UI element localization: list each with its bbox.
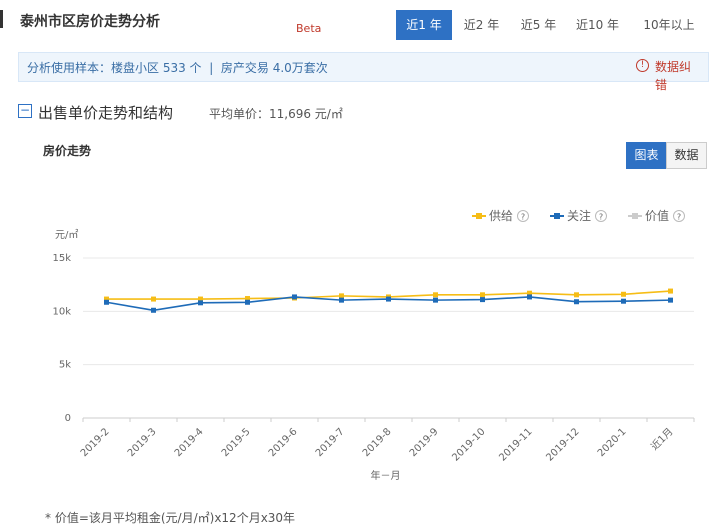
data-point	[668, 297, 673, 303]
x-tick-label: 2019-12	[544, 426, 581, 463]
data-point	[104, 296, 109, 302]
sample-projects: 楼盘小区 533 个	[111, 61, 202, 75]
data-point	[339, 293, 344, 299]
beta-tag: Beta	[296, 22, 322, 35]
data-point	[527, 294, 532, 300]
x-tick-label: 2019-2	[79, 426, 112, 459]
data-point	[198, 296, 203, 302]
data-point	[386, 296, 391, 302]
footnote: * 价值=该月平均租金(元/月/㎡)x12个月x30年	[45, 511, 296, 525]
period-tab[interactable]: 近10 年	[575, 18, 620, 32]
x-tick-label: 2019-11	[497, 426, 534, 463]
x-tick-label: 2019-10	[450, 426, 487, 463]
period-tab[interactable]: 近2 年	[463, 18, 500, 32]
data-point	[339, 297, 344, 303]
x-tick-label: 2019-8	[361, 426, 394, 459]
sample-transactions: 房产交易 4.0万套次	[220, 61, 328, 75]
x-tick-label: 2019-4	[173, 426, 206, 459]
help-icon	[517, 210, 529, 222]
data-point	[574, 292, 579, 298]
legend-label: 价值	[645, 208, 669, 223]
help-icon-mark: ?	[599, 213, 603, 222]
data-point	[151, 296, 156, 302]
x-tick-label: 2020-1	[596, 426, 629, 459]
data-point	[245, 296, 250, 302]
view-button[interactable]: 数据	[666, 142, 707, 169]
average-price: 平均单价：11,696 元/㎡	[209, 107, 343, 121]
help-icon-mark: ?	[677, 213, 681, 222]
data-point	[480, 292, 485, 298]
report-error-link[interactable]: 数据纠错	[655, 60, 692, 92]
data-point	[245, 299, 250, 305]
period-tab[interactable]: 近1 年	[396, 10, 452, 40]
x-tick-label: 2019-6	[267, 426, 300, 459]
data-point	[621, 291, 626, 297]
y-tick-label: 15k	[52, 253, 71, 264]
period-tab[interactable]: 近5 年	[520, 18, 557, 32]
help-icon	[595, 210, 607, 222]
x-tick-label: 近1月	[648, 425, 676, 453]
sample-separator: |	[209, 61, 214, 75]
period-tab[interactable]: 10年以上	[643, 18, 695, 32]
sample-info: 分析使用样本：楼盘小区 533 个 | 房产交易 4.0万套次	[27, 59, 328, 76]
y-unit: 元/㎡	[55, 229, 78, 241]
legend-label: 供给	[489, 209, 513, 223]
data-point	[433, 292, 438, 298]
data-point	[104, 299, 109, 305]
legend-marker	[632, 213, 638, 219]
legend-marker	[554, 213, 560, 219]
chart-title: 房价走势	[43, 144, 92, 158]
x-axis-label: 年－月	[371, 469, 401, 482]
section-title: 出售单价走势和结构	[38, 104, 174, 122]
page-title: 泰州市区房价走势分析	[20, 14, 160, 30]
title-accent	[0, 10, 3, 28]
data-point	[621, 298, 626, 304]
legend-marker	[476, 213, 482, 219]
data-point	[527, 290, 532, 296]
data-point	[151, 307, 156, 313]
help-icon-mark: ?	[521, 213, 525, 222]
sample-label: 分析使用样本：	[27, 61, 112, 75]
y-tick-label: 0	[65, 413, 71, 424]
data-point	[433, 297, 438, 303]
y-tick-label: 10k	[52, 306, 71, 317]
view-button[interactable]: 图表	[626, 142, 667, 169]
legend-label: 关注	[567, 208, 591, 223]
error-icon: !	[636, 59, 649, 72]
collapse-toggle[interactable]: −	[18, 103, 32, 118]
x-tick-label: 2019-5	[220, 426, 253, 459]
x-tick-label: 2019-3	[126, 426, 159, 459]
data-point	[198, 300, 203, 306]
sample-bar	[18, 52, 709, 82]
y-tick-label: 5k	[59, 360, 71, 371]
data-point	[668, 288, 673, 294]
x-tick-label: 2019-7	[314, 426, 347, 459]
data-point	[292, 294, 297, 300]
data-point	[574, 299, 579, 305]
help-icon	[673, 210, 685, 222]
data-point	[480, 297, 485, 303]
x-tick-label: 2019-9	[408, 426, 441, 459]
